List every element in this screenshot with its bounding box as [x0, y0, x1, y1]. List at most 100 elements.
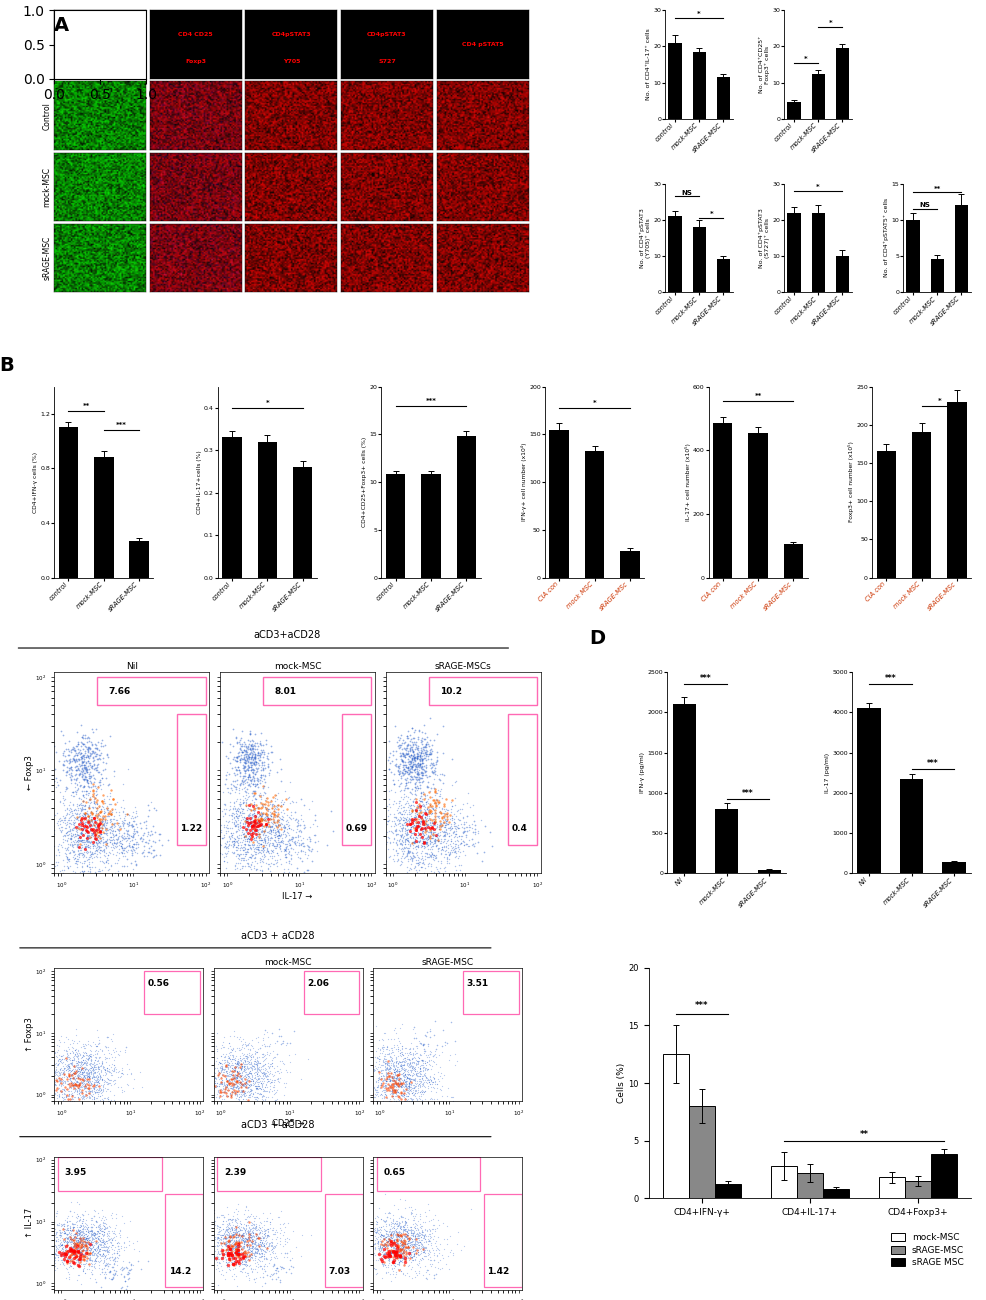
Point — [208, 848, 224, 868]
Point — [65, 1218, 81, 1239]
Point — [76, 1070, 92, 1091]
Point — [53, 1069, 69, 1089]
Point — [424, 803, 440, 824]
Point — [397, 760, 413, 781]
Point — [54, 1234, 70, 1254]
Point — [57, 812, 73, 833]
Point — [390, 1247, 406, 1268]
Point — [242, 1227, 257, 1248]
Point — [404, 1082, 420, 1102]
Title: mock-MSC: mock-MSC — [264, 958, 312, 967]
Point — [198, 1088, 214, 1109]
Point — [78, 1071, 94, 1092]
Point — [382, 1232, 397, 1253]
Point — [237, 1080, 252, 1101]
Point — [391, 758, 407, 779]
Point — [237, 1060, 252, 1080]
Point — [231, 1080, 246, 1101]
Point — [403, 816, 419, 837]
Point — [64, 1054, 80, 1075]
Point — [82, 802, 98, 823]
Point — [416, 815, 432, 836]
Point — [59, 1208, 75, 1228]
Point — [71, 742, 87, 763]
Point — [70, 1238, 86, 1258]
Point — [422, 1242, 438, 1262]
Point — [240, 1249, 255, 1270]
Point — [411, 816, 427, 837]
Point — [393, 809, 409, 829]
Point — [229, 1066, 245, 1087]
Point — [245, 800, 260, 820]
Point — [82, 815, 98, 836]
Point — [408, 1053, 424, 1074]
Point — [86, 831, 102, 852]
Point — [247, 1231, 263, 1252]
Point — [247, 1243, 263, 1264]
Point — [400, 842, 416, 863]
Point — [234, 1261, 249, 1282]
Point — [182, 1253, 198, 1274]
Point — [401, 811, 417, 832]
Point — [129, 837, 145, 858]
Point — [419, 1221, 435, 1241]
Point — [68, 1238, 84, 1258]
Point — [384, 1254, 399, 1275]
Point — [247, 1043, 263, 1063]
Point — [73, 794, 89, 815]
Point — [246, 1214, 261, 1235]
Point — [413, 796, 429, 816]
Point — [379, 1221, 394, 1241]
Point — [422, 1226, 438, 1247]
Point — [83, 767, 99, 788]
Point — [239, 826, 254, 846]
Point — [236, 806, 251, 827]
Point — [90, 1071, 106, 1092]
Point — [449, 859, 464, 880]
Point — [40, 1236, 56, 1257]
Point — [245, 796, 260, 816]
Point — [221, 1232, 237, 1253]
Point — [61, 794, 77, 815]
Point — [97, 1060, 112, 1080]
Point — [208, 1074, 224, 1095]
Point — [381, 1044, 396, 1065]
Point — [95, 774, 110, 794]
Point — [385, 1217, 400, 1238]
Point — [37, 1044, 53, 1065]
Point — [73, 823, 89, 844]
Point — [234, 772, 249, 793]
Point — [264, 1228, 280, 1249]
Point — [243, 720, 258, 741]
Point — [208, 1096, 224, 1117]
Point — [54, 1235, 70, 1256]
Point — [77, 1200, 93, 1221]
Point — [410, 1242, 426, 1262]
Point — [422, 826, 438, 846]
Point — [218, 1227, 234, 1248]
Point — [100, 744, 115, 764]
Point — [409, 794, 425, 815]
Point — [42, 1243, 58, 1264]
Point — [71, 824, 87, 845]
Point — [104, 1230, 119, 1251]
Point — [415, 801, 431, 822]
Point — [387, 1067, 402, 1088]
Point — [414, 1069, 430, 1089]
Point — [243, 1063, 258, 1084]
Point — [245, 835, 260, 855]
Point — [73, 1251, 89, 1271]
Point — [107, 836, 123, 857]
Point — [92, 831, 107, 852]
Point — [397, 833, 413, 854]
Point — [394, 1070, 410, 1091]
Point — [31, 798, 46, 819]
Point — [71, 1031, 87, 1052]
Point — [378, 1044, 393, 1065]
Point — [56, 1079, 72, 1100]
Point — [422, 1054, 438, 1075]
Point — [421, 807, 437, 828]
Point — [243, 846, 258, 867]
Point — [138, 814, 154, 835]
Point — [373, 1231, 388, 1252]
